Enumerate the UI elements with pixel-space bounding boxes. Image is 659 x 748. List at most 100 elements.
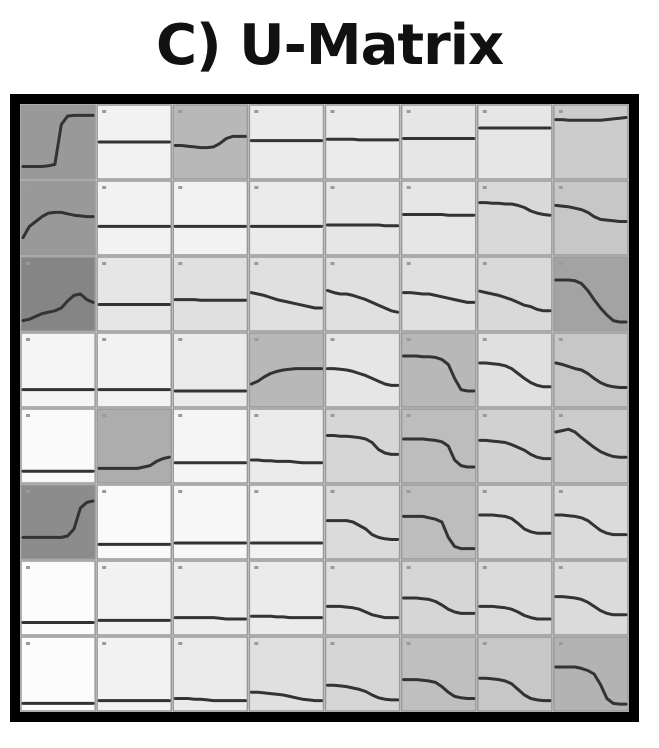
cell-marker <box>178 642 183 645</box>
u-matrix-frame <box>10 94 639 722</box>
matrix-cell <box>324 104 401 180</box>
matrix-cell <box>400 484 477 560</box>
cell-background <box>96 408 172 484</box>
cell-profile-curve <box>554 278 628 324</box>
cell-marker <box>482 262 487 265</box>
cell-marker <box>178 566 183 569</box>
cell-profile-curve <box>554 116 628 122</box>
cell-background <box>553 332 629 408</box>
cell-marker <box>330 642 335 645</box>
matrix-cell <box>20 332 96 408</box>
cell-background <box>172 484 249 560</box>
cell-marker <box>102 262 107 265</box>
cell-background <box>400 180 477 256</box>
cell-profile-curve <box>326 604 400 620</box>
cell-profile-curve <box>402 514 476 551</box>
matrix-cell <box>20 180 96 256</box>
cell-profile-curve <box>402 354 476 393</box>
cell-background <box>324 180 401 256</box>
cell-profile-curve <box>554 595 628 617</box>
cell-background <box>248 408 325 484</box>
matrix-cell <box>96 104 172 180</box>
cell-background <box>20 636 96 712</box>
matrix-cell <box>172 560 249 636</box>
cell-marker <box>26 414 30 417</box>
matrix-cell <box>324 560 401 636</box>
matrix-cell <box>248 636 325 712</box>
cell-background <box>477 560 553 636</box>
matrix-cell <box>400 560 477 636</box>
cell-marker <box>330 566 335 569</box>
cell-profile-curve <box>554 427 628 459</box>
cell-profile-curve <box>554 203 628 223</box>
cell-background <box>477 180 553 256</box>
cell-marker <box>558 414 563 417</box>
cell-marker <box>406 338 411 341</box>
cell-marker <box>102 642 107 645</box>
cell-marker <box>26 262 30 265</box>
cell-background <box>400 636 477 712</box>
cell-profile-curve <box>326 223 400 228</box>
cell-profile-curve <box>478 676 552 703</box>
cell-background <box>172 104 249 180</box>
matrix-cell <box>96 636 172 712</box>
cell-marker <box>26 490 30 493</box>
cell-profile-curve <box>21 113 95 168</box>
page-title: C) U-Matrix <box>155 13 504 78</box>
cell-marker <box>178 262 183 265</box>
cell-profile-curve <box>173 134 247 150</box>
cell-background <box>324 104 401 180</box>
cell-marker <box>254 110 259 113</box>
matrix-cell <box>20 104 96 180</box>
cell-profile-curve <box>478 438 552 461</box>
cell-profile-curve <box>97 455 171 470</box>
cell-marker <box>254 566 259 569</box>
matrix-cell <box>324 636 401 712</box>
cell-profile-curve <box>326 367 400 387</box>
matrix-cell <box>248 560 325 636</box>
cell-marker <box>482 110 487 113</box>
cell-marker <box>178 186 183 189</box>
matrix-cell <box>172 104 249 180</box>
matrix-cell <box>248 256 325 332</box>
cell-profile-curve <box>326 434 400 456</box>
matrix-cell <box>553 408 629 484</box>
matrix-cell <box>324 256 401 332</box>
matrix-cell <box>553 104 629 180</box>
cell-marker <box>330 414 335 417</box>
matrix-cell <box>248 180 325 256</box>
matrix-cell <box>324 332 401 408</box>
cell-background <box>20 484 96 560</box>
cell-background <box>400 104 477 180</box>
cell-marker <box>558 490 563 493</box>
matrix-cell <box>20 256 96 332</box>
cell-marker <box>178 414 183 417</box>
matrix-cell <box>400 104 477 180</box>
matrix-cell <box>553 332 629 408</box>
cell-background <box>172 560 249 636</box>
cell-marker <box>102 338 107 341</box>
cell-marker <box>178 338 183 341</box>
cell-profile-curve <box>21 499 95 539</box>
u-matrix-grid <box>20 104 629 712</box>
cell-marker <box>406 566 411 569</box>
matrix-cell <box>248 484 325 560</box>
matrix-cell <box>553 180 629 256</box>
matrix-cell <box>20 560 96 636</box>
matrix-cell <box>477 104 553 180</box>
cell-marker <box>406 110 411 113</box>
cell-marker <box>178 490 183 493</box>
cell-profile-curve <box>402 291 476 304</box>
cell-marker <box>482 414 487 417</box>
cell-background <box>172 180 249 256</box>
matrix-cell <box>172 256 249 332</box>
cell-profile-curve <box>21 210 95 240</box>
matrix-cell <box>477 256 553 332</box>
cell-profile-curve <box>402 437 476 469</box>
cell-profile-curve <box>478 513 552 535</box>
cell-background <box>20 256 96 332</box>
cell-background <box>20 332 96 408</box>
cell-profile-curve <box>249 291 323 310</box>
cell-profile-curve <box>402 596 476 615</box>
cell-background <box>553 180 629 256</box>
